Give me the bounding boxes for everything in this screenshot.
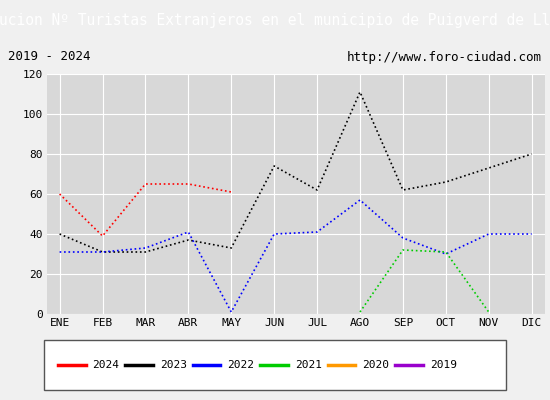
Text: 2023: 2023 <box>160 360 187 370</box>
Text: 2020: 2020 <box>362 360 389 370</box>
Text: 2022: 2022 <box>227 360 255 370</box>
Text: 2019: 2019 <box>430 360 456 370</box>
Text: 2019 - 2024: 2019 - 2024 <box>8 50 91 64</box>
Text: Evolucion Nº Turistas Extranjeros en el municipio de Puigverd de Lleida: Evolucion Nº Turistas Extranjeros en el … <box>0 14 550 28</box>
Text: 2021: 2021 <box>295 360 322 370</box>
Text: 2024: 2024 <box>92 360 119 370</box>
Text: http://www.foro-ciudad.com: http://www.foro-ciudad.com <box>346 50 542 64</box>
